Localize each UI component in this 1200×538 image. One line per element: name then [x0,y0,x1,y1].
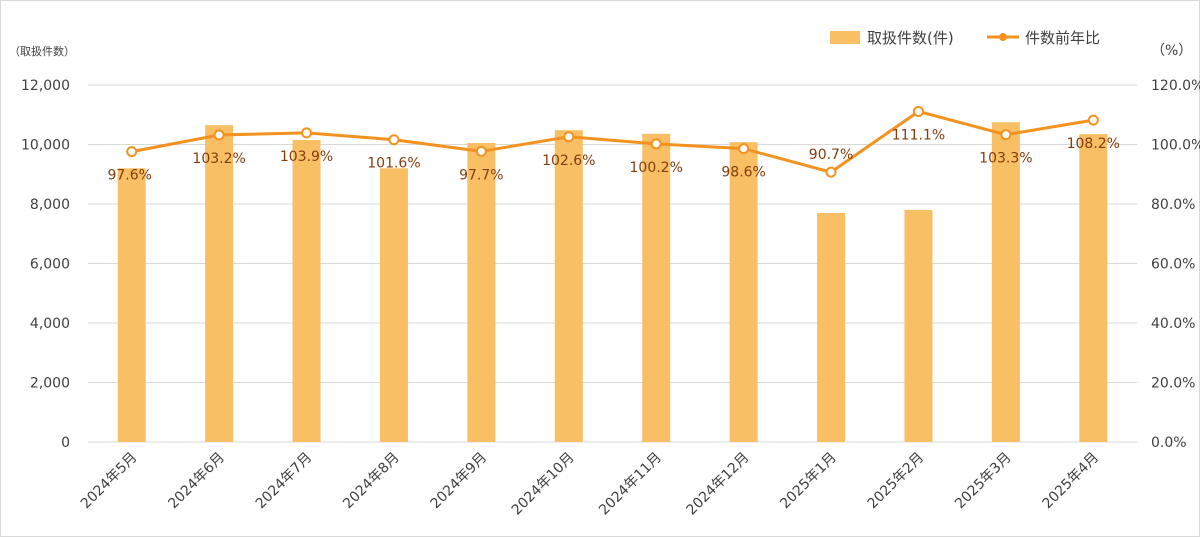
bar [729,142,758,442]
y-left-tick-label: 2,000 [30,376,70,392]
line-data-label: 111.1% [892,127,945,143]
line-data-label: 108.2% [1067,136,1120,152]
line-point [1000,129,1012,141]
line-point [650,138,662,150]
line-data-label: 97.7% [459,167,503,183]
line-point [126,146,138,158]
y-right-tick-label: 20.0% [1151,376,1195,392]
line-data-label: 103.3% [979,151,1032,167]
line-data-label: 102.6% [542,153,595,169]
y-left-tick-label: 4,000 [30,316,70,332]
y-right-tick-label: 60.0% [1151,257,1195,273]
line-data-label: 97.6% [107,168,151,184]
y-left-tick-label: 8,000 [30,197,70,213]
y-right-tick-label: 100.0% [1151,138,1200,154]
bar [904,209,933,442]
line-point [1087,114,1099,126]
y-left-tick-label: 0 [61,435,70,451]
x-tick-label: 2024年9月 [428,450,491,513]
y-right-tick-label: 0.0% [1151,435,1187,451]
x-tick-label: 2024年12月 [684,450,753,519]
x-tick-label: 2025年4月 [1040,450,1103,513]
line-data-label: 90.7% [809,147,853,163]
bar [642,133,671,443]
bar [817,212,846,442]
right-axis-unit-label: （%） [1151,43,1192,59]
legend-line-label: 件数前年比 [1025,29,1100,47]
data-labels: 97.6% 103.2% 103.9% 101.6% 97.7% 102.6% 100.2%… [107,127,1120,183]
line-point [475,145,487,157]
line-point [563,131,575,143]
line-series [126,105,1099,178]
bar [991,122,1020,442]
gridlines [88,84,1137,443]
line-data-label: 98.6% [721,165,765,181]
x-tick-label: 2024年11月 [596,450,665,519]
line-point [912,105,924,117]
line-data-label: 100.2% [630,160,683,176]
y-left-tick-label: 6,000 [30,257,70,273]
legend-bar-label: 取扱件数(件) [867,29,954,47]
x-tick-label: 2025年1月 [777,450,840,513]
legend-bar-swatch [830,31,860,44]
bar [117,168,146,443]
line-data-label: 103.2% [192,151,245,167]
line-point [213,129,225,141]
x-tick-label: 2024年7月 [253,450,316,513]
x-tick-label: 2024年5月 [78,450,141,513]
y-right-tick-label: 80.0% [1151,197,1195,213]
y-right-tick-label: 120.0% [1151,78,1200,94]
line-point [738,143,750,155]
bar [1079,134,1108,442]
x-tick-label: 2024年6月 [165,450,228,513]
bar-series [117,122,1108,443]
x-tick-label: 2025年3月 [952,450,1015,513]
bar [205,125,234,442]
bar [379,168,408,443]
bar [467,143,496,442]
line-path [131,109,1094,174]
line-point [825,166,837,178]
x-tick-label: 2025年2月 [865,450,928,513]
bar [554,130,583,442]
legend-line-marker [999,33,1007,41]
line-point [388,134,400,146]
x-tick-label: 2024年10月 [509,450,578,519]
x-tick-label: 2024年8月 [340,450,403,513]
legend: 取扱件数(件) 件数前年比 [830,29,1100,47]
line-data-label: 101.6% [367,156,420,172]
y-left-tick-label: 10,000 [21,138,70,154]
bar [292,140,321,442]
line-data-label: 103.9% [280,149,333,165]
line-point [301,127,313,139]
y-left-tick-label: 12,000 [21,78,70,94]
y-right-tick-label: 40.0% [1151,316,1195,332]
left-axis-unit-label: （取扱件数） [9,44,75,58]
